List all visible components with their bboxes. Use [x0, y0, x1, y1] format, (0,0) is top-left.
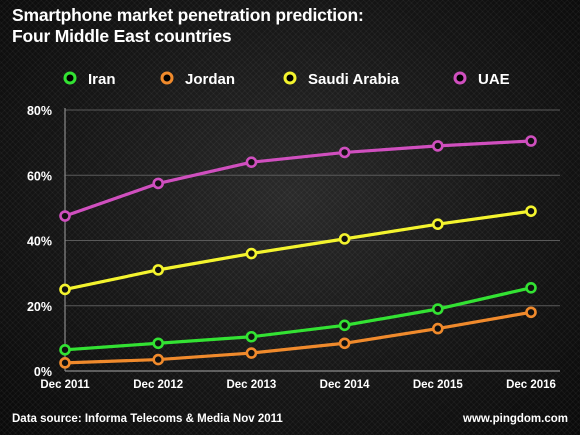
x-tick-label: Dec 2011 [40, 379, 90, 391]
series-saudi-arabia [59, 205, 537, 296]
data-point [245, 156, 258, 168]
series-iran [59, 282, 537, 356]
data-point [431, 322, 444, 335]
data-point [152, 353, 164, 366]
legend-label: UAE [478, 71, 510, 88]
x-tick-label: Dec 2012 [133, 379, 183, 391]
x-tick-label: Dec 2016 [506, 379, 556, 391]
legend-marker [63, 71, 77, 85]
legend: Iran Jordan Saudi Arabia UAE [63, 71, 510, 88]
grid [65, 109, 560, 307]
axes: 0% 20% 40% 60% 80% Dec 2011 Dec 2012 Dec 2013 De… [27, 104, 560, 391]
data-point [59, 210, 71, 222]
data-point [245, 347, 258, 359]
data-point [59, 357, 71, 369]
data-point [525, 282, 537, 294]
chart-title-line-2: Four Middle East countries [12, 26, 232, 46]
series-line [64, 286, 532, 352]
data-point [338, 319, 351, 332]
data-point [338, 337, 351, 350]
x-tick-label: Dec 2013 [226, 379, 276, 391]
y-tick-label: 20% [27, 300, 52, 314]
series-group [59, 135, 537, 369]
legend-label: Jordan [185, 71, 235, 88]
chart-title-line-1: Smartphone market penetration prediction… [12, 5, 364, 25]
legend-marker [160, 71, 174, 85]
legend-label: Saudi Arabia [308, 71, 400, 88]
chart-title: Smartphone market penetration prediction… [12, 5, 364, 47]
y-tick-label: 80% [27, 104, 52, 118]
legend-marker [453, 71, 467, 85]
legend-marker [283, 71, 297, 85]
x-tick-label: Dec 2015 [413, 379, 463, 391]
data-point [431, 303, 444, 315]
legend-label: Iran [88, 71, 116, 88]
series-uae [59, 135, 537, 222]
data-point [525, 205, 537, 217]
data-point [59, 283, 71, 296]
data-point [431, 140, 444, 152]
data-point [338, 233, 351, 245]
data-point [152, 337, 164, 350]
series-line [64, 139, 532, 218]
credit: www.pingdom.com [463, 413, 568, 425]
data-point [245, 247, 258, 260]
series-jordan [59, 306, 537, 369]
data-point [525, 306, 537, 319]
data-point [525, 135, 537, 147]
data-point [59, 343, 71, 356]
y-tick-label: 40% [27, 235, 52, 249]
y-tick-label: 60% [27, 169, 52, 183]
series-line [64, 209, 532, 292]
x-tick-label: Dec 2014 [320, 379, 370, 391]
data-point [338, 146, 351, 159]
data-point [152, 177, 164, 190]
data-source: Data source: Informa Telecoms & Media No… [12, 413, 283, 425]
data-point [245, 330, 258, 343]
series-line [64, 310, 532, 365]
data-point [152, 264, 164, 276]
data-point [431, 218, 444, 230]
y-tick-label: 0% [34, 365, 52, 379]
